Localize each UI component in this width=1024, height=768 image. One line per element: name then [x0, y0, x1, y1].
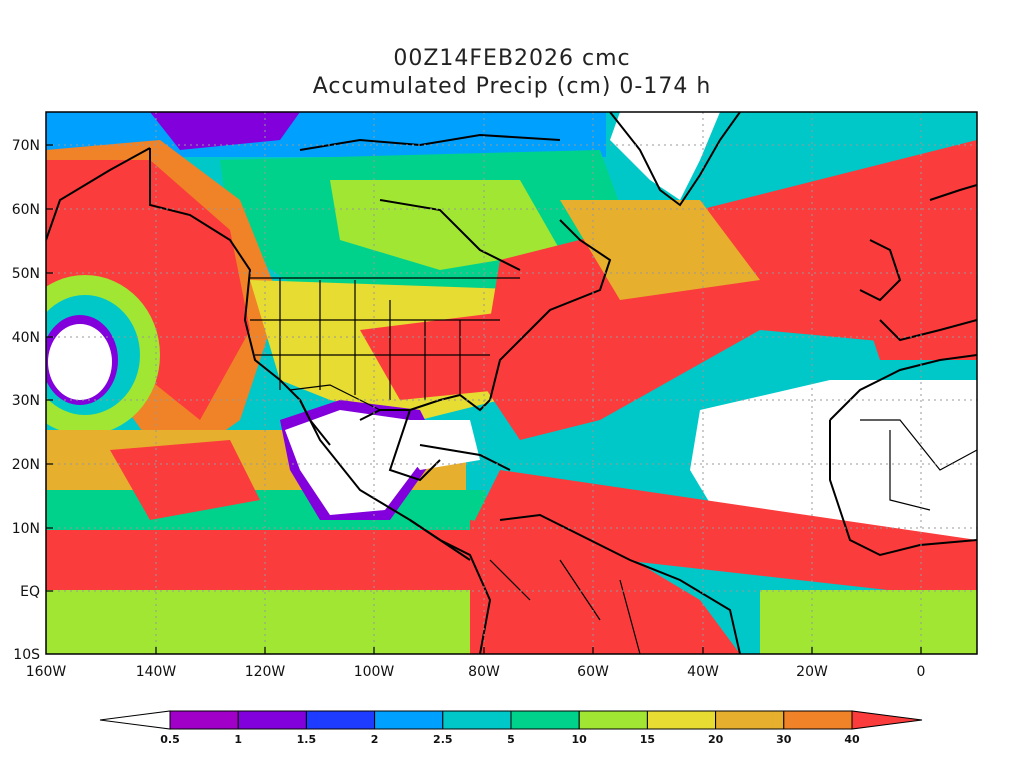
colorbar-swatch [783, 710, 853, 730]
colorbar-swatch [169, 710, 239, 730]
lat-label: 30N [12, 393, 40, 409]
precip-field [46, 112, 977, 654]
lon-label: 160W [26, 664, 67, 680]
colorbar-label: 5 [507, 733, 515, 746]
lon-label: 60W [577, 664, 609, 680]
colorbar: 0.5 1 1.5 2 2.5 5 10 15 20 30 40 [99, 710, 923, 746]
colorbar-swatch [305, 710, 376, 730]
colorbar-swatch [510, 710, 580, 730]
lon-labels: 160W 140W 120W 100W 80W 60W 40W 20W 0 [26, 664, 926, 680]
colorbar-label: 15 [640, 733, 655, 746]
colorbar-label: 10 [572, 733, 588, 746]
lon-label: 40W [687, 664, 719, 680]
map-subtitle: Accumulated Precip (cm) 0-174 h [312, 74, 712, 99]
lat-label: 20N [12, 457, 40, 473]
lat-label: 10N [12, 521, 40, 537]
colorbar-arrow-low [99, 710, 171, 730]
colorbar-arrow-high [851, 710, 923, 730]
colorbar-label: 40 [844, 733, 860, 746]
lat-label: 50N [12, 266, 40, 282]
borders [250, 277, 977, 654]
colorbar-swatch [715, 710, 785, 730]
lat-label: 40N [12, 330, 40, 346]
colorbar-label: 0.5 [160, 733, 180, 746]
gridlines [46, 112, 977, 654]
colorbar-swatch [578, 710, 648, 730]
lat-label: 60N [12, 202, 40, 218]
map-title: 00Z14FEB2026 cmc [393, 46, 631, 71]
tick-marks [46, 144, 922, 654]
map-frame [45, 111, 978, 655]
lon-label: 100W [354, 664, 395, 680]
lon-label: 80W [468, 664, 500, 680]
colorbar-label: 20 [708, 733, 724, 746]
lon-label: 140W [136, 664, 177, 680]
lon-label: 0 [917, 664, 926, 680]
colorbar-swatch [237, 710, 307, 730]
colorbar-swatch [374, 710, 444, 730]
lat-labels: 70N 60N 50N 40N 30N 20N 10N EQ 10S [12, 138, 40, 663]
lon-label: 120W [245, 664, 286, 680]
lat-label: 10S [13, 647, 40, 663]
colorbar-label: 30 [776, 733, 792, 746]
lat-label: EQ [20, 584, 40, 600]
colorbar-label: 1.5 [297, 733, 317, 746]
colorbar-label: 1 [234, 733, 242, 746]
colorbar-swatch [442, 710, 512, 730]
colorbar-swatch [646, 710, 717, 730]
colorbar-label: 2 [371, 733, 379, 746]
colorbar-label: 2.5 [433, 733, 453, 746]
lat-label: 70N [12, 138, 40, 154]
lon-label: 20W [796, 664, 828, 680]
